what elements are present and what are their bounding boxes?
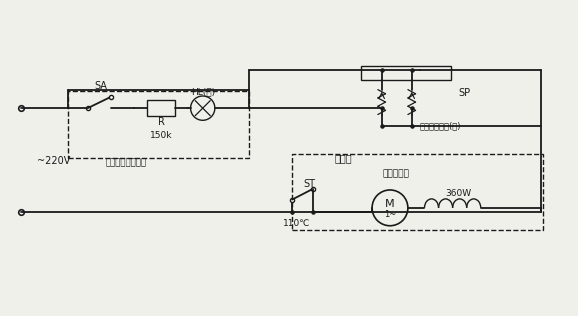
Circle shape	[191, 96, 215, 120]
Text: SP: SP	[459, 88, 471, 98]
Text: 带指示灯电源开关: 带指示灯电源开关	[106, 159, 146, 167]
Bar	[147, 100, 175, 116]
Text: 1~: 1~	[384, 210, 396, 219]
Text: 遥控器: 遥控器	[335, 153, 352, 163]
Text: R: R	[158, 117, 165, 127]
Circle shape	[372, 190, 408, 226]
Text: 150k: 150k	[150, 131, 172, 140]
Text: SA: SA	[94, 82, 107, 91]
Bar	[292, 154, 543, 230]
Text: ~220V: ~220V	[36, 156, 70, 166]
Text: 单摆式电机: 单摆式电机	[383, 169, 410, 179]
Bar	[69, 91, 249, 158]
Text: 压力安全开关(蓝): 压力安全开关(蓝)	[420, 122, 461, 131]
Text: ST: ST	[303, 179, 316, 189]
Text: M: M	[385, 199, 395, 209]
Text: 360W: 360W	[445, 189, 472, 198]
Text: 110℃: 110℃	[283, 219, 310, 228]
Bar	[361, 66, 451, 80]
Text: HL(红): HL(红)	[191, 88, 215, 97]
